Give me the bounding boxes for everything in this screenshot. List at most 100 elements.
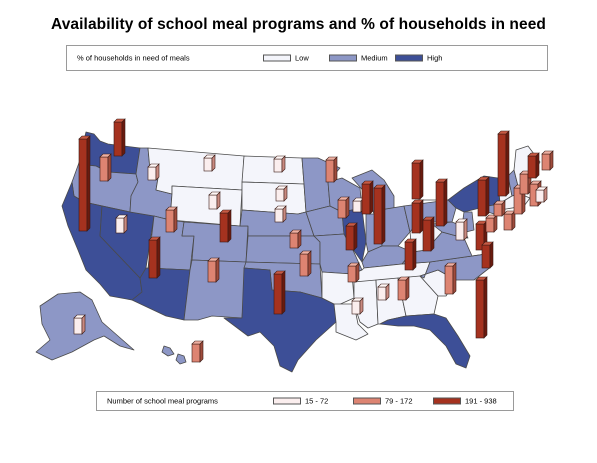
program-bar [148, 236, 161, 279]
program-bar-front [475, 279, 485, 339]
program-bar [475, 276, 488, 339]
need-legend: % of households in need of meals Low Med… [66, 45, 548, 71]
program-bar-front [274, 208, 284, 223]
program-bar-top [455, 218, 468, 223]
program-bar-front [273, 158, 283, 173]
program-bar-front [165, 209, 175, 233]
program-bar-front [361, 183, 371, 215]
program-bar-top [191, 340, 204, 345]
program-bar-side [452, 262, 457, 295]
program-bar [444, 262, 457, 295]
program-bar-front [527, 155, 537, 179]
need-swatch-high [395, 54, 423, 62]
program-bar-front [444, 265, 454, 295]
program-swatch-mid [353, 397, 381, 405]
program-bar-top [361, 180, 374, 185]
program-bar-front [411, 162, 421, 200]
program-bar [273, 270, 286, 315]
program-bar [299, 250, 312, 277]
program-bar-front [203, 157, 213, 172]
program-bar-top [203, 154, 216, 159]
program-bar-side [173, 206, 178, 233]
program-bar-side [430, 216, 435, 252]
program-bar [275, 185, 288, 202]
program-legend-mid-label: 79 - 172 [385, 396, 413, 406]
program-bar [397, 276, 410, 301]
need-legend-medium: Medium [329, 54, 388, 63]
program-bar-top [273, 270, 286, 275]
program-bar-top [274, 205, 287, 210]
program-bar-front [541, 153, 551, 171]
program-legend-low-label: 15 - 72 [305, 396, 329, 406]
program-bar [115, 214, 128, 234]
program-bar-side [419, 159, 424, 200]
program-bar-front [497, 133, 507, 197]
program-bar [289, 229, 302, 249]
program-bar-side [107, 153, 112, 182]
program-bar-front [299, 253, 309, 277]
program-bar-top [347, 262, 360, 267]
program-bar-top [208, 191, 221, 196]
program-bar-front [477, 179, 487, 217]
program-bar [113, 118, 126, 157]
program-bar [361, 180, 374, 215]
program-bar-top [78, 135, 91, 140]
program-bar-side [353, 222, 358, 251]
program-bar [191, 340, 204, 363]
state-nd [241, 155, 305, 185]
program-bar-top [299, 250, 312, 255]
program-bar-side [483, 276, 488, 339]
program-bar-top [289, 229, 302, 234]
program-bar-front [347, 265, 357, 283]
program-bar-top [475, 276, 488, 281]
program-bar-side [485, 176, 490, 217]
program-bar-top [435, 178, 448, 183]
program-bar-top [404, 238, 417, 243]
program-bar-top [73, 314, 86, 319]
need-legend-high: High [395, 54, 442, 63]
program-bar-side [381, 184, 386, 245]
program-bar-front [208, 194, 218, 210]
program-bar-top [411, 159, 424, 164]
program-bar-front [404, 241, 414, 271]
program-bar-front [481, 244, 491, 269]
state-shapes [35, 131, 541, 373]
program-bar [377, 283, 390, 301]
program-legend-high: 191 - 938 [433, 397, 497, 406]
program-bar-top [207, 257, 220, 262]
program-bar-front [377, 286, 387, 301]
program-bar-side [505, 130, 510, 197]
program-bar [481, 241, 494, 269]
program-bar-front [422, 219, 432, 252]
state-tx [223, 267, 337, 373]
program-bar [347, 262, 360, 283]
program-bar [435, 178, 448, 227]
program-bar-side [156, 236, 161, 279]
program-bar-side [419, 199, 424, 234]
state-fl [379, 313, 471, 369]
program-bar-side [227, 209, 232, 243]
program-bar-side [281, 270, 286, 315]
program-bar [404, 238, 417, 271]
program-bar-side [443, 178, 448, 227]
program-bar [351, 297, 364, 315]
program-bar-top [325, 156, 338, 161]
state-sd [241, 181, 307, 215]
program-bar [208, 191, 221, 210]
program-bar-front [273, 273, 283, 315]
program-bars [73, 118, 554, 363]
program-bar-side [307, 250, 312, 277]
program-bar-top [99, 153, 112, 158]
program-bar [497, 130, 510, 197]
program-bar-top [113, 118, 126, 123]
program-bar-front [113, 121, 123, 157]
need-swatch-medium [329, 54, 357, 62]
program-bar-side [405, 276, 410, 301]
program-bar-front [99, 156, 109, 182]
program-bar-top [351, 297, 364, 302]
program-bar [147, 163, 160, 181]
program-bar-side [215, 257, 220, 283]
program-bar [203, 154, 216, 172]
program-bar-front [191, 343, 201, 363]
